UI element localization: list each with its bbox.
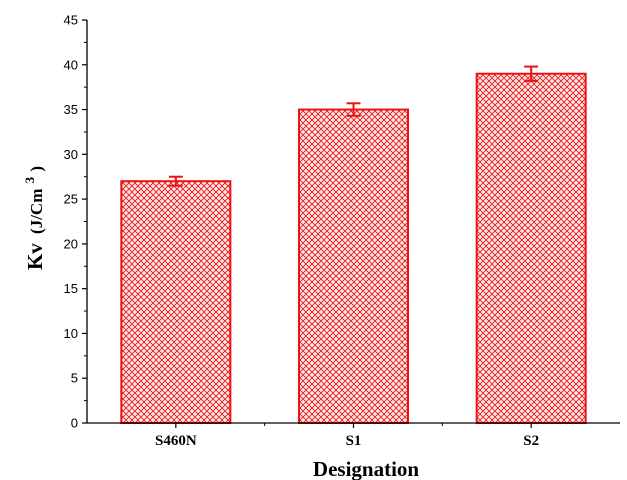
x-tick-label: S1 xyxy=(346,433,362,449)
error-bar-s460n xyxy=(168,175,183,187)
y-axis-title-main: Kv xyxy=(23,243,47,270)
y-axis-title-unit: (J/Cm xyxy=(27,189,46,234)
error-bar-s1 xyxy=(346,102,361,117)
y-tick-label: 0 xyxy=(71,416,78,431)
x-ticks: S460N S1 S2 xyxy=(155,423,539,449)
y-axis-title: Kv (J/Cm 3 ) xyxy=(15,166,47,270)
bar-s460n xyxy=(120,180,232,424)
y-tick-label: 35 xyxy=(64,102,78,117)
error-bar-s2 xyxy=(524,65,539,82)
y-axis-title-exponent: 3 xyxy=(22,176,37,183)
y-tick-label: 45 xyxy=(64,13,78,28)
error-bars-layer xyxy=(168,65,539,187)
x-axis-title: Designation xyxy=(313,457,420,480)
y-tick-label: 30 xyxy=(64,147,78,162)
y-tick-label: 40 xyxy=(64,57,78,72)
bar-s1 xyxy=(298,108,409,425)
y-tick-label: 10 xyxy=(64,326,78,341)
x-tick-label: S460N xyxy=(155,433,197,449)
y-tick-label: 15 xyxy=(64,281,78,296)
y-axis-title-close: ) xyxy=(27,166,46,172)
bar-s2 xyxy=(475,72,587,424)
y-tick-label: 25 xyxy=(64,192,78,207)
y-ticks: 0 5 10 15 20 25 30 35 40 45 xyxy=(64,13,87,431)
y-tick-label: 20 xyxy=(64,236,78,251)
y-tick-label: 5 xyxy=(71,371,78,386)
x-tick-label: S2 xyxy=(523,433,539,449)
bars-layer xyxy=(120,72,587,425)
